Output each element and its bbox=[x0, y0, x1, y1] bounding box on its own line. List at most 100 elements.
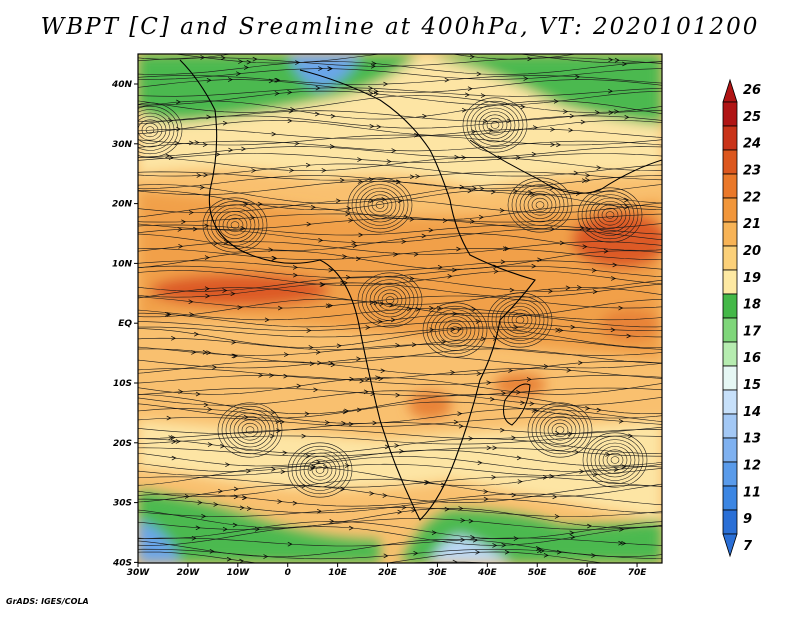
flow-arrow bbox=[618, 418, 624, 424]
flow-arrow bbox=[603, 248, 609, 254]
vortex-ring bbox=[422, 302, 488, 358]
flow-arrow bbox=[258, 373, 264, 378]
field-south-pale bbox=[138, 420, 662, 520]
streamline bbox=[138, 213, 662, 223]
flow-arrow bbox=[612, 262, 618, 268]
streamline bbox=[138, 537, 662, 547]
flow-arrow bbox=[315, 85, 321, 91]
streamline bbox=[138, 171, 662, 181]
flow-arrow bbox=[567, 431, 573, 437]
vortex-ring bbox=[226, 217, 244, 233]
flow-arrow bbox=[201, 513, 207, 519]
chart-title: WBPT [C] and Sreamline at 400hPa, VT: 20… bbox=[40, 14, 760, 40]
flow-arrow bbox=[581, 178, 587, 184]
vortex-ring bbox=[589, 197, 631, 233]
flow-arrow bbox=[348, 421, 354, 427]
flow-arrow bbox=[428, 227, 434, 233]
flow-arrow bbox=[399, 448, 405, 454]
flow-arrow bbox=[467, 188, 473, 194]
flow-arrow bbox=[358, 232, 364, 238]
vortex-ring bbox=[519, 187, 561, 223]
flow-arrow bbox=[517, 479, 523, 484]
colorbar-label: 7 bbox=[743, 539, 753, 554]
field-orange-blob-africa bbox=[408, 391, 452, 419]
flow-arrow bbox=[458, 423, 464, 429]
streamline bbox=[138, 476, 662, 488]
flow-arrow bbox=[456, 246, 462, 252]
colorbar-segment bbox=[722, 389, 738, 415]
flow-arrow bbox=[520, 400, 526, 406]
colorbar-label: 11 bbox=[743, 485, 761, 500]
flow-arrow bbox=[171, 455, 177, 461]
x-tick-label: 20W bbox=[177, 568, 201, 578]
flow-arrow bbox=[301, 564, 305, 568]
flow-arrow bbox=[289, 168, 295, 173]
flow-arrow bbox=[295, 60, 301, 65]
flow-arrow bbox=[178, 244, 184, 249]
colorbar-segment bbox=[722, 317, 738, 343]
flow-arrow bbox=[618, 540, 624, 546]
streamline bbox=[138, 276, 662, 292]
vortex-ring bbox=[145, 126, 155, 134]
flow-arrow bbox=[382, 493, 388, 498]
flow-arrow bbox=[513, 536, 519, 541]
vortex-ring bbox=[218, 211, 252, 239]
streamline bbox=[138, 377, 662, 395]
vortex-ring bbox=[527, 194, 553, 216]
flow-arrow bbox=[309, 567, 313, 571]
coastlines bbox=[179, 59, 662, 521]
flow-arrow bbox=[251, 168, 257, 173]
flow-arrow bbox=[480, 93, 486, 98]
flow-arrow bbox=[611, 276, 616, 281]
flow-arrow bbox=[543, 553, 549, 558]
y-tick-label: 20S bbox=[113, 439, 132, 449]
flow-arrow bbox=[275, 419, 281, 424]
flow-arrow bbox=[501, 542, 507, 548]
flow-arrow bbox=[196, 173, 202, 178]
streamline bbox=[138, 417, 662, 427]
flow-arrow bbox=[531, 263, 537, 269]
flow-arrow bbox=[531, 408, 537, 413]
vortex-ring bbox=[605, 211, 615, 219]
flow-arrow bbox=[357, 157, 363, 162]
flow-arrow bbox=[458, 506, 464, 511]
flow-arrow bbox=[206, 350, 212, 355]
flow-arrow bbox=[550, 127, 556, 132]
flow-arrow bbox=[555, 327, 561, 333]
x-axis-labels: 30W 20W 10W 0 10E 20E 30E 40E 50E 60E 70E bbox=[127, 563, 647, 578]
flow-arrow bbox=[614, 109, 620, 114]
flow-arrow bbox=[199, 185, 205, 190]
flow-arrow bbox=[373, 91, 379, 97]
flow-arrow bbox=[356, 356, 362, 362]
flow-arrow bbox=[454, 154, 460, 160]
flow-arrow bbox=[306, 221, 312, 227]
x-tick-label: 10E bbox=[328, 568, 348, 578]
vortex-ring bbox=[217, 402, 283, 458]
flow-arrow bbox=[195, 391, 201, 397]
vortex-ring bbox=[577, 187, 643, 243]
vortex-ring bbox=[202, 197, 268, 253]
vortex-ring bbox=[601, 207, 619, 223]
flow-arrow bbox=[243, 202, 249, 207]
vortex-ring bbox=[515, 184, 565, 226]
flow-arrow bbox=[394, 443, 400, 448]
flow-arrow bbox=[238, 59, 244, 64]
flow-arrow bbox=[225, 462, 231, 467]
flow-arrow bbox=[400, 37, 404, 41]
vortex-ring bbox=[138, 119, 163, 141]
flow-arrow bbox=[483, 496, 489, 502]
streamline bbox=[138, 298, 662, 318]
flow-arrow bbox=[565, 285, 571, 291]
streamlines bbox=[138, 35, 662, 571]
flow-arrow bbox=[178, 389, 184, 394]
colorbar-label: 24 bbox=[743, 137, 761, 152]
flow-arrow bbox=[371, 35, 375, 39]
flow-arrow bbox=[306, 328, 312, 333]
flow-arrow bbox=[383, 81, 389, 87]
flow-arrow bbox=[292, 500, 298, 506]
vortex-ring bbox=[503, 306, 537, 334]
vortex-ring bbox=[229, 412, 271, 448]
flow-arrow bbox=[395, 179, 401, 185]
vortex-ring bbox=[245, 426, 255, 434]
flow-arrow bbox=[231, 340, 237, 345]
